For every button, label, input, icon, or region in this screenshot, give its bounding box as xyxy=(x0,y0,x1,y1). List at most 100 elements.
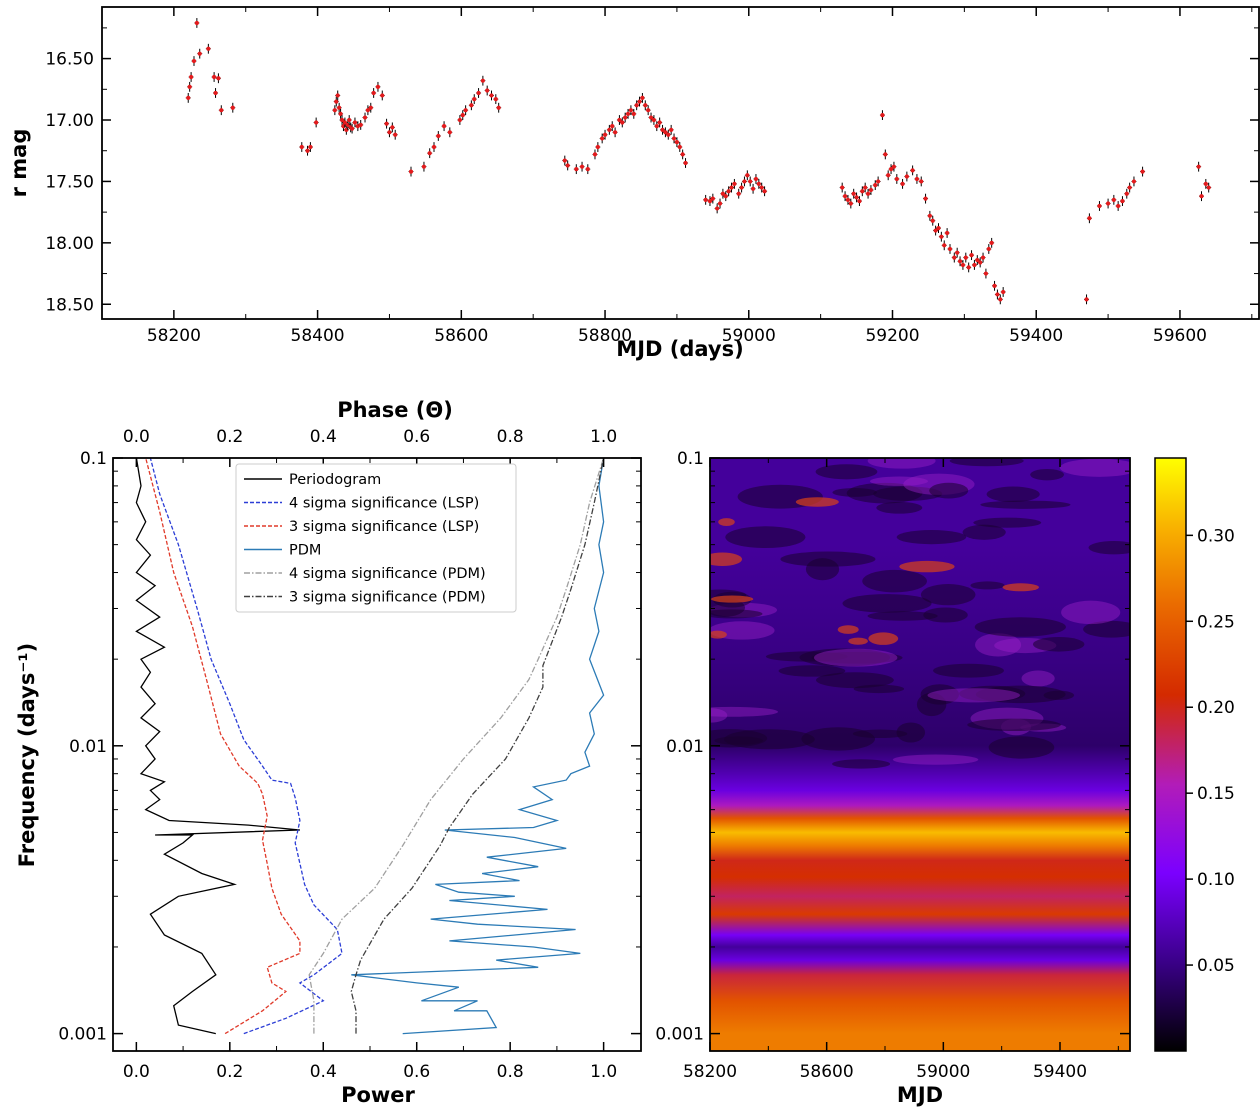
data-point xyxy=(431,144,437,150)
data-point xyxy=(375,84,381,89)
data-point xyxy=(186,95,191,100)
lightcurve-xtick-label: 58200 xyxy=(147,326,201,346)
data-point xyxy=(986,246,991,252)
data-point xyxy=(1087,216,1092,221)
legend-item-label: Periodogram xyxy=(289,472,381,488)
data-point xyxy=(314,120,319,125)
data-point xyxy=(308,144,313,150)
colorbar-tick-label: 0.15 xyxy=(1197,784,1235,804)
data-point xyxy=(625,111,631,116)
data-point xyxy=(620,120,625,125)
data-point xyxy=(998,297,1003,302)
periodogram-xtick-label: 0.0 xyxy=(123,1062,150,1082)
heatmap-texture-blob xyxy=(799,648,891,667)
data-point xyxy=(390,125,395,130)
lightcurve-ytick-label: 17.50 xyxy=(45,172,94,192)
data-point xyxy=(851,191,856,196)
data-point xyxy=(983,271,989,276)
heatmap-texture-blob xyxy=(899,560,955,573)
data-point xyxy=(651,117,657,123)
colorbar-tick-label: 0.20 xyxy=(1197,698,1235,718)
data-point xyxy=(671,136,677,141)
periodogram-xlabel: Power xyxy=(341,1083,415,1107)
heatmap-texture-blob xyxy=(973,517,1042,528)
heatmap-texture-blob xyxy=(892,754,979,765)
heatmap-texture-blob xyxy=(710,552,743,567)
data-point xyxy=(759,185,764,190)
data-point xyxy=(441,124,447,129)
periodogram-top-xtick-label: 0.2 xyxy=(216,427,243,447)
lightcurve-ytick-label: 16.50 xyxy=(45,50,94,70)
colorbar-tick-label: 0.10 xyxy=(1197,870,1235,890)
data-point xyxy=(349,126,355,131)
colorbar: 0.05 0.10 0.15 0.20 0.25 0.30 xyxy=(1154,457,1235,1052)
data-point xyxy=(748,179,753,184)
heatmap-texture-blob xyxy=(1061,600,1121,625)
lightcurve-ytick-label: 17.00 xyxy=(45,111,94,131)
lightcurve-xtick-label: 58800 xyxy=(578,326,632,346)
data-point xyxy=(1111,197,1116,202)
data-point xyxy=(1001,289,1006,295)
data-point xyxy=(362,115,368,120)
data-point xyxy=(352,120,358,125)
heatmap-ytick-label: 0.001 xyxy=(655,1025,704,1045)
heatmap-texture-blob xyxy=(842,594,932,613)
heatmap-texture-blob xyxy=(980,500,1071,509)
data-point xyxy=(919,179,924,184)
data-point xyxy=(914,176,920,182)
data-point xyxy=(957,259,963,264)
data-point xyxy=(191,58,197,64)
heatmap-texture-blob xyxy=(795,497,839,507)
data-point xyxy=(717,201,723,206)
colorbar-tick-label: 0.25 xyxy=(1197,612,1235,632)
data-point xyxy=(387,130,392,135)
data-point xyxy=(485,88,490,93)
data-point xyxy=(942,243,947,248)
heatmap-texture-blob xyxy=(896,722,926,743)
data-point xyxy=(936,226,941,231)
data-point xyxy=(637,99,642,104)
data-point xyxy=(657,120,662,125)
series-4-sigma-significance-pdm- xyxy=(308,458,605,1034)
heatmap-texture-blob xyxy=(805,558,840,581)
data-point xyxy=(947,246,953,252)
data-point xyxy=(669,127,674,132)
legend-item-label: 4 sigma significance (PDM) xyxy=(289,566,486,582)
heatmap-texture-blob xyxy=(896,530,967,545)
periodogram-top-xlabel: Phase (Θ) xyxy=(337,398,453,422)
lightcurve-panel: 58200 58400 58600 58800 59000 59200 59400 59600… xyxy=(7,6,1260,361)
data-point xyxy=(1140,169,1145,174)
data-point xyxy=(628,108,634,113)
data-point xyxy=(565,163,570,168)
lightcurve-xtick-label: 59200 xyxy=(865,326,919,346)
data-point xyxy=(842,194,848,199)
periodogram-top-xtick-label: 0.4 xyxy=(310,427,337,447)
data-point xyxy=(891,164,897,169)
lightcurve-ytick-label: 18.50 xyxy=(45,295,94,315)
heatmap-texture-blob xyxy=(711,595,754,603)
data-point xyxy=(613,130,618,135)
data-point xyxy=(339,117,345,123)
periodogram-top-xtick-label: 0.0 xyxy=(123,427,150,447)
data-point xyxy=(923,196,928,201)
data-point xyxy=(347,117,352,123)
data-point xyxy=(335,93,340,98)
data-point xyxy=(857,198,862,204)
lightcurve-xlabel: MJD (days) xyxy=(616,337,743,361)
data-point xyxy=(640,95,645,100)
data-point xyxy=(729,185,734,190)
data-point xyxy=(332,108,337,113)
data-point xyxy=(989,240,994,245)
data-point xyxy=(1105,201,1111,206)
heatmap-texture-blob xyxy=(710,630,727,639)
data-point xyxy=(978,260,983,265)
data-point xyxy=(493,97,498,102)
heatmap-texture-blob xyxy=(725,526,806,549)
lightcurve-xtick-label: 59400 xyxy=(1009,326,1063,346)
data-point xyxy=(408,169,414,174)
data-point xyxy=(663,130,668,135)
data-point xyxy=(457,117,462,123)
data-point xyxy=(683,160,688,166)
data-point xyxy=(939,234,944,239)
data-point xyxy=(966,265,971,270)
